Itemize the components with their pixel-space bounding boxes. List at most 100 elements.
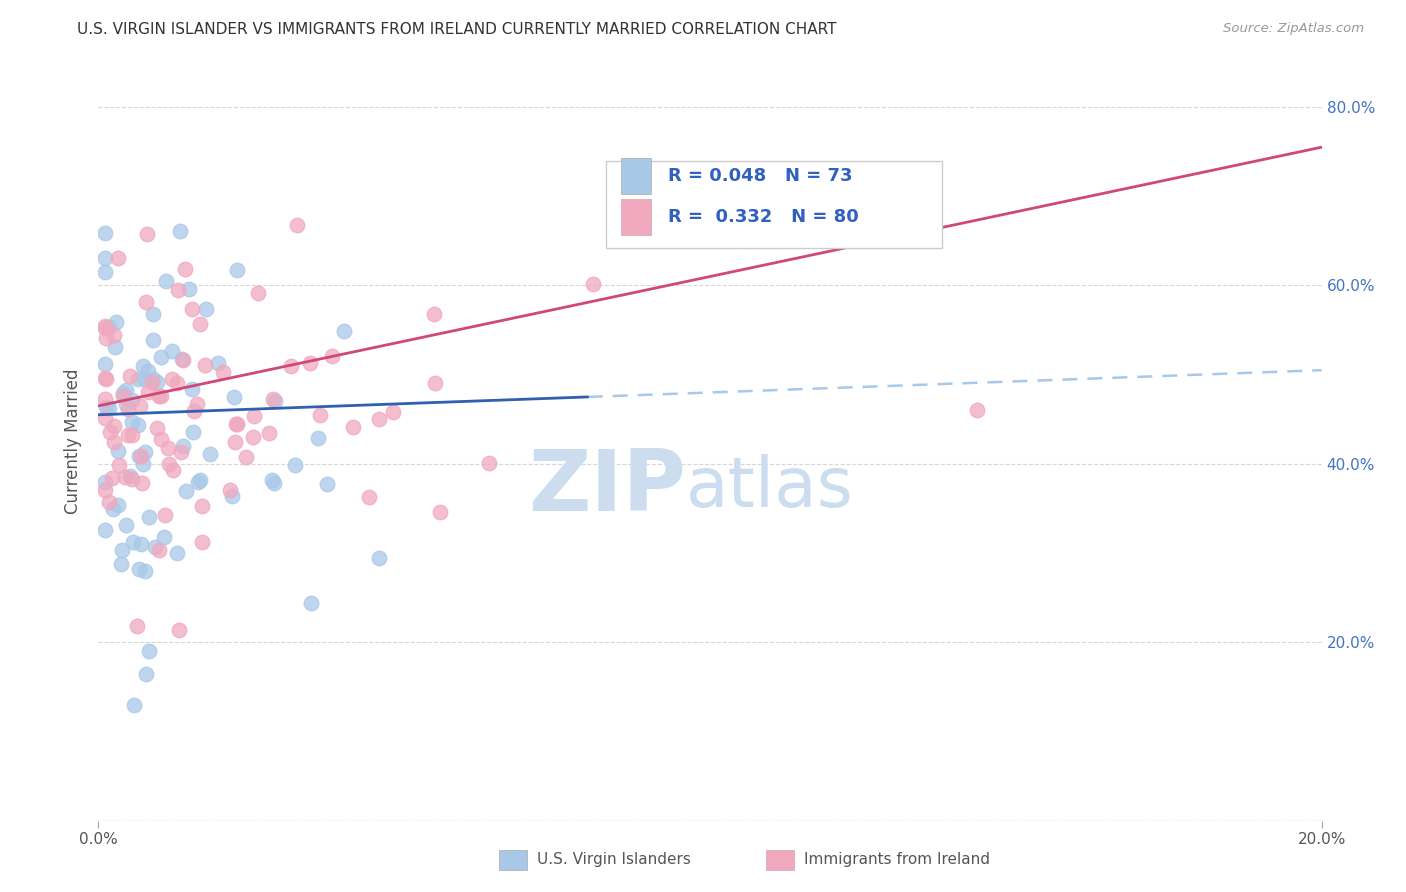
FancyBboxPatch shape [606, 161, 942, 248]
Point [222, 390, 245, 404]
Point [966, 402, 988, 417]
Text: R = 0.048   N = 73: R = 0.048 N = 73 [668, 167, 853, 185]
Point [107, 498, 129, 512]
Point [103, 418, 125, 433]
Point [138, 644, 160, 658]
Point [101, 471, 124, 485]
Point [180, 302, 202, 317]
Point [131, 475, 153, 490]
Point [173, 261, 195, 276]
Point [225, 417, 247, 431]
Point [170, 444, 193, 458]
Point [135, 667, 157, 681]
Point [160, 372, 183, 386]
Point [135, 295, 157, 310]
Point [136, 227, 159, 242]
Point [134, 564, 156, 578]
Point [145, 421, 167, 435]
Point [153, 508, 176, 522]
Point [218, 483, 240, 497]
Point [93, 392, 115, 406]
Text: R =  0.332   N = 80: R = 0.332 N = 80 [668, 208, 859, 226]
Point [93, 251, 115, 265]
Point [150, 389, 173, 403]
Point [172, 439, 194, 453]
Point [128, 449, 150, 463]
Point [143, 540, 166, 554]
Point [198, 447, 221, 461]
Point [98, 495, 121, 509]
Point [179, 282, 201, 296]
Point [93, 320, 115, 334]
Point [114, 517, 136, 532]
Point [93, 475, 115, 489]
Point [170, 351, 193, 366]
Point [93, 523, 115, 537]
Point [181, 425, 204, 440]
Point [186, 397, 208, 411]
Point [188, 473, 211, 487]
Point [105, 315, 128, 329]
Point [149, 350, 172, 364]
Point [155, 274, 177, 288]
Point [423, 376, 446, 390]
Point [112, 389, 135, 403]
Point [191, 499, 214, 513]
Point [207, 356, 229, 370]
Point [93, 227, 115, 241]
Point [122, 698, 145, 712]
Point [257, 426, 280, 441]
Point [166, 546, 188, 560]
Point [121, 415, 143, 429]
Point [107, 251, 129, 265]
Point [212, 365, 235, 379]
Point [582, 277, 605, 292]
Point [280, 359, 302, 373]
Point [127, 619, 149, 633]
Point [148, 389, 170, 403]
Point [101, 501, 124, 516]
Point [132, 372, 155, 386]
Point [93, 358, 115, 372]
Point [478, 456, 501, 470]
Point [93, 371, 115, 385]
Point [127, 371, 149, 385]
Point [157, 457, 180, 471]
Point [308, 431, 330, 445]
Point [108, 458, 131, 472]
Point [111, 542, 134, 557]
Point [381, 405, 404, 419]
Point [131, 458, 153, 472]
Point [262, 473, 284, 487]
Point [357, 491, 380, 505]
Point [115, 383, 138, 397]
Point [315, 477, 337, 491]
Point [188, 317, 211, 331]
Point [167, 283, 190, 297]
Point [98, 425, 121, 439]
Point [128, 399, 150, 413]
Point [285, 218, 308, 232]
Point [120, 469, 142, 483]
Point [187, 475, 209, 490]
Point [146, 375, 169, 389]
Point [134, 445, 156, 459]
Point [429, 505, 451, 519]
Point [284, 458, 307, 472]
Point [183, 404, 205, 418]
Point [153, 530, 176, 544]
Point [142, 307, 165, 321]
Point [149, 433, 172, 447]
Point [194, 359, 217, 373]
Point [121, 535, 143, 549]
Point [162, 463, 184, 477]
Point [342, 420, 364, 434]
Point [127, 417, 149, 432]
Point [225, 417, 247, 432]
Point [263, 393, 285, 408]
Point [299, 597, 322, 611]
Point [117, 428, 139, 442]
Point [235, 450, 257, 464]
Point [94, 410, 117, 425]
Point [103, 435, 125, 450]
